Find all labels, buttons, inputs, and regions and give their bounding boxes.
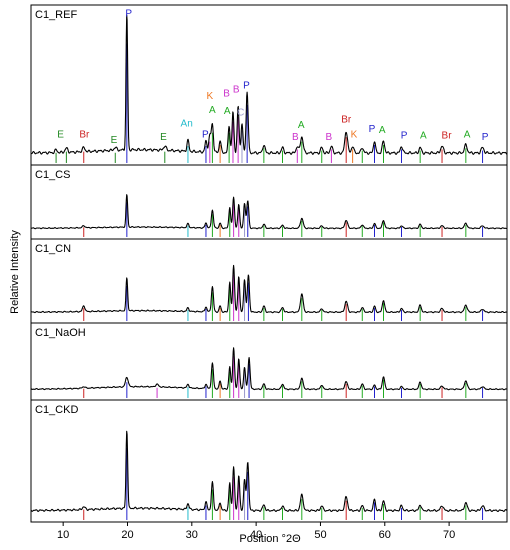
x-tick-label: 30 [186,529,198,541]
peak-label: An [181,118,193,129]
peak-label: Br [341,114,352,125]
panel-frame [30,238,508,324]
panel-c1-ckd: C1_CKD [30,399,508,523]
peak-label: E [160,132,167,143]
peak-label: B [325,132,332,143]
peak-label: E [57,129,64,140]
panel-label: C1_NaOH [35,327,86,339]
panel-label: C1_CN [35,243,71,255]
panel-c1-cn: C1_CN [30,238,508,324]
peak-label: P [125,8,132,19]
diffraction-pattern [30,264,508,314]
x-tick-label: 20 [121,529,133,541]
x-tick-label: 50 [314,529,326,541]
peak-label: A [420,131,427,142]
panel-frame [30,4,508,166]
peak-label: K [351,129,358,140]
panel-label: C1_REF [35,9,77,21]
peak-label: E [111,135,118,146]
peak-label: B [233,84,240,95]
peak-label: A [209,105,216,116]
x-axis-title: Position °2Θ [239,533,301,545]
x-axis: 10 20 30 40 50 60 70 [57,522,455,541]
peak-label: Br [442,131,453,142]
peak-label: K [206,91,213,102]
peak-label: B [223,89,230,100]
x-tick-label: 70 [443,529,455,541]
peak-label: A [224,106,231,117]
x-tick-label: 40 [250,529,262,541]
diffraction-pattern [30,194,508,230]
diffraction-pattern [30,430,508,513]
peak-label: C [237,108,244,119]
peak-label: A [298,120,305,131]
panel-label: C1_CKD [35,404,78,416]
peak-label: P [243,80,250,91]
peak-label: P [202,129,209,140]
diffraction-pattern [30,14,508,155]
y-axis-title: Relative Intensity [9,230,21,314]
peak-label: Br [79,129,90,140]
panel-label: C1_CS [35,169,70,181]
peak-label: P [482,132,489,143]
x-tick-label: 60 [379,529,391,541]
peak-label: A [379,125,386,136]
panel-c1-cs: C1_CS [30,164,508,240]
peak-label: A [464,129,471,140]
peak-label: B [292,132,299,143]
panel-frame [30,399,508,523]
peak-label: P [401,131,408,142]
x-tick-label: 10 [57,529,69,541]
panel-c1-naoh: C1_NaOH [30,322,508,401]
peak-label: P [369,124,376,135]
diffraction-pattern [30,347,508,391]
